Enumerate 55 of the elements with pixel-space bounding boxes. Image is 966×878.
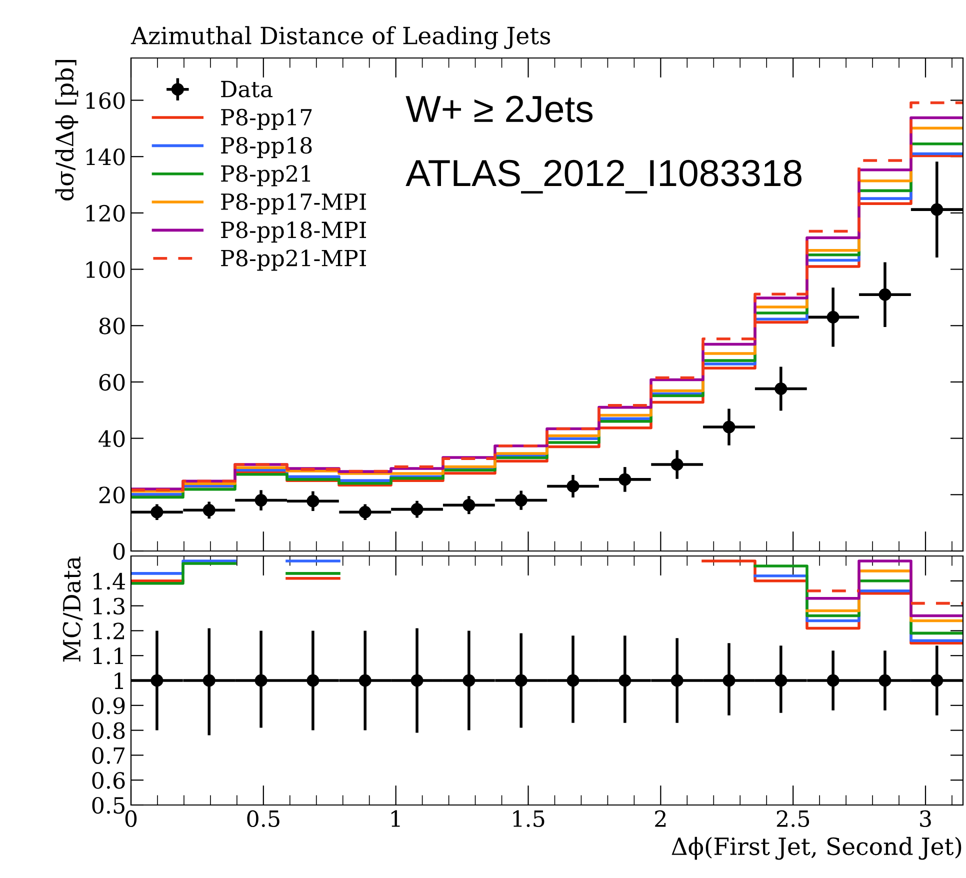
legend-label: P8-pp21-MPI: [221, 250, 366, 271]
legend-label: P8-pp17: [221, 108, 312, 130]
point: [930, 203, 944, 216]
y-tick-label: 160: [86, 92, 125, 110]
y-tick-label: 0.9: [92, 697, 125, 714]
legend-label: P8-pp18-MPI: [221, 221, 366, 243]
point: [878, 288, 892, 301]
point: [826, 310, 840, 324]
y-tick-label: 0.7: [92, 747, 125, 764]
point: [722, 420, 736, 434]
legend-label: P8-pp17-MPI: [221, 193, 366, 214]
point: [566, 480, 580, 492]
y-tick-label: 0: [113, 542, 125, 560]
point: [410, 503, 424, 516]
y-tick-label: 0.6: [92, 772, 125, 789]
x-tick-label: 0: [125, 810, 137, 828]
point: [774, 382, 788, 395]
point: [150, 506, 164, 518]
chart-title: Azimuthal Distance of Leading Jets: [130, 26, 550, 50]
legend-label: P8-pp21: [221, 165, 310, 186]
y-tick-label: 1.4: [94, 572, 126, 590]
y-tick-label: 100: [86, 261, 125, 278]
point: [254, 494, 268, 507]
point: [514, 494, 528, 507]
y-tick-label: 60: [99, 374, 125, 391]
y-tick-label: 1: [114, 672, 123, 689]
point: [202, 504, 216, 516]
y-tick-label: 20: [99, 486, 125, 504]
point: [306, 494, 320, 508]
y-axis-title: dσ/dΔϕ [pb]: [55, 60, 78, 200]
annotation: ATLAS_2012_I1083318: [406, 160, 802, 194]
y-tick-label: 40: [98, 430, 125, 448]
y-tick-label: 1.3: [94, 598, 124, 615]
x-tick-label: 3: [920, 810, 931, 828]
legend-label: Data: [221, 80, 273, 98]
legend-label: P8-pp18: [221, 136, 312, 158]
y-tick-label: 1.2: [94, 622, 124, 640]
y-tick-label: 140: [86, 148, 125, 166]
x-tick-label: 2.5: [776, 810, 810, 828]
point: [618, 473, 632, 486]
point: [462, 498, 476, 512]
annotation: W+ ≥ 2Jets: [406, 96, 593, 122]
x-axis-title: Δϕ(First Jet, Second Jet): [672, 836, 962, 860]
x-tick-label: 1: [391, 810, 400, 827]
y-axis-title: MC/Data: [62, 556, 83, 662]
y-tick-label: 1.1: [94, 648, 123, 664]
point: [670, 458, 684, 471]
x-tick-label: 1.5: [513, 810, 544, 828]
y-tick-label: 0.8: [92, 722, 125, 740]
point: [358, 506, 372, 518]
x-tick-label: 0.5: [247, 810, 280, 828]
x-tick-label: 2: [655, 810, 666, 827]
y-tick-label: 0.5: [92, 796, 124, 814]
y-tick-label: 80: [99, 318, 125, 334]
y-tick-label: 120: [86, 204, 125, 222]
